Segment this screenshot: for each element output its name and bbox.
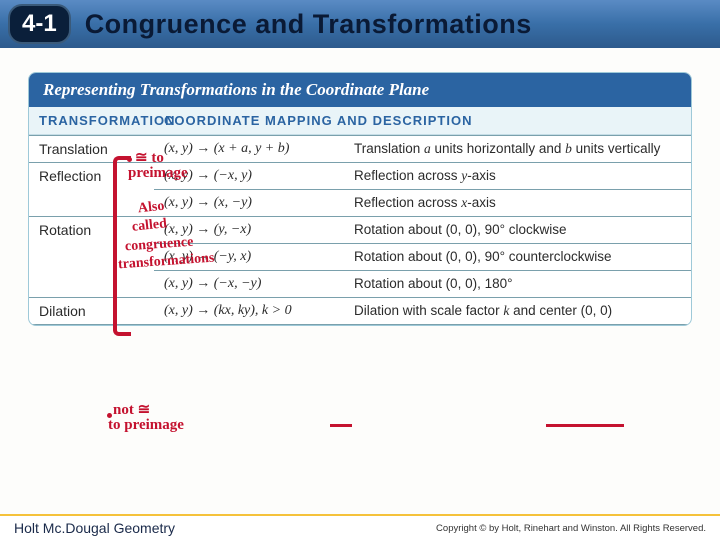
cell-name: Translation bbox=[29, 136, 154, 163]
handwritten-dot bbox=[127, 157, 132, 162]
footer: Holt Mc.Dougal Geometry Copyright © by H… bbox=[0, 514, 720, 540]
col-header-transformation: TRANSFORMATION bbox=[29, 107, 154, 134]
cell-map: (x, y) → (x + a, y + b) bbox=[154, 136, 344, 163]
cell-desc: Dilation with scale factor k and center … bbox=[344, 298, 691, 325]
column-headers: TRANSFORMATION COORDINATE MAPPING AND DE… bbox=[29, 107, 691, 135]
cell-name: Reflection bbox=[29, 163, 154, 217]
cell-desc: Rotation about (0, 0), 90° clockwise bbox=[344, 217, 691, 244]
handwritten-dot bbox=[107, 413, 112, 418]
cell-map: (x, y) → (y, −x) bbox=[154, 217, 344, 244]
footer-copyright: Copyright © by Holt, Rinehart and Winsto… bbox=[436, 523, 706, 534]
cell-map: (x, y) → (−y, x) bbox=[154, 244, 344, 271]
col-header-mapping: COORDINATE MAPPING AND DESCRIPTION bbox=[154, 107, 691, 134]
handwritten-underline bbox=[546, 424, 624, 427]
cell-name: Rotation bbox=[29, 217, 154, 298]
cell-desc: Translation a units horizontally and b u… bbox=[344, 136, 691, 163]
handwritten-underline bbox=[330, 424, 352, 427]
cell-desc: Reflection across y-axis bbox=[344, 163, 691, 190]
cell-desc: Rotation about (0, 0), 90° counterclockw… bbox=[344, 244, 691, 271]
lesson-title: Congruence and Transformations bbox=[85, 9, 532, 40]
cell-map: (x, y) → (x, −y) bbox=[154, 190, 344, 217]
cell-map: (x, y) → (kx, ky), k > 0 bbox=[154, 298, 344, 325]
cell-desc: Rotation about (0, 0), 180° bbox=[344, 271, 691, 298]
handwritten-annotation: not ≅ bbox=[113, 400, 150, 419]
cell-map: (x, y) → (−x, −y) bbox=[154, 271, 344, 298]
footer-textbook: Holt Mc.Dougal Geometry bbox=[14, 520, 175, 536]
handwritten-annotation: to preimage bbox=[108, 417, 184, 434]
cell-desc: Reflection across x-axis bbox=[344, 190, 691, 217]
cell-name: Dilation bbox=[29, 298, 154, 325]
cell-map: (x, y) → (−x, y) bbox=[154, 163, 344, 190]
card-title: Representing Transformations in the Coor… bbox=[29, 73, 691, 107]
content-area: Representing Transformations in the Coor… bbox=[0, 48, 720, 326]
lesson-number-badge: 4-1 bbox=[8, 4, 71, 44]
lesson-header: 4-1 Congruence and Transformations bbox=[0, 0, 720, 48]
handwritten-bracket bbox=[113, 156, 131, 336]
